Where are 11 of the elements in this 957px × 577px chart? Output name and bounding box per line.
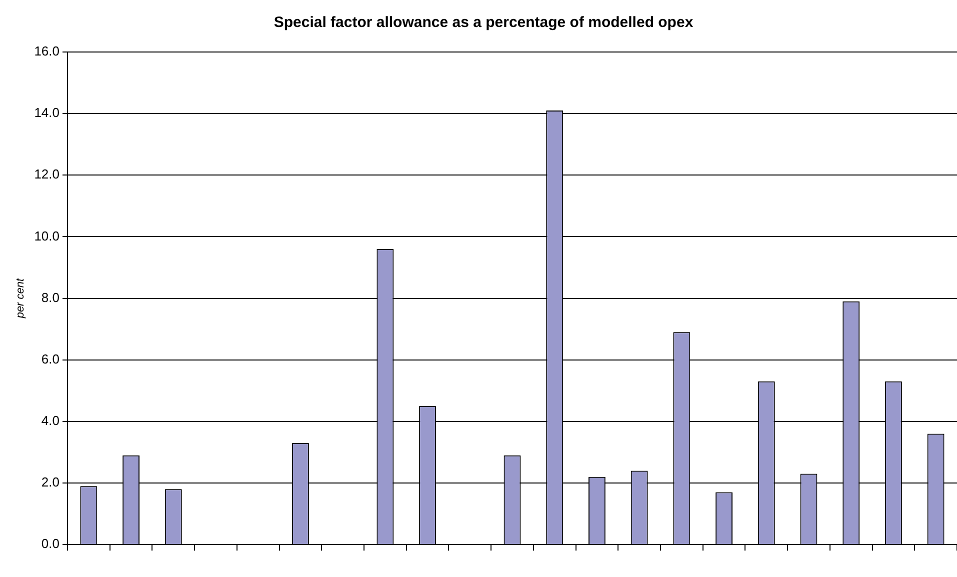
y-axis-title: per cent — [14, 277, 27, 320]
y-tick-label: 4.0 — [41, 413, 60, 428]
y-tick-label: 10.0 — [34, 228, 60, 244]
y-tick-label: 16.0 — [34, 44, 60, 59]
y-tick-label: 2.0 — [41, 474, 60, 490]
y-tick-label: 6.0 — [41, 351, 60, 366]
chart-title: Special factor allowance as a percentage of modelled opex — [274, 14, 694, 32]
y-tick-label: 8.0 — [41, 290, 60, 305]
y-tick-label: 0.0 — [41, 536, 60, 552]
y-tick-label: 14.0 — [34, 105, 60, 120]
y-tick-label: 12.0 — [34, 166, 60, 182]
